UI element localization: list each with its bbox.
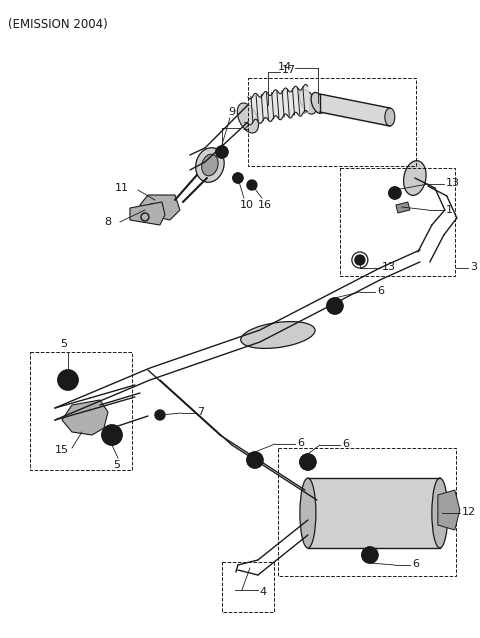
- Text: 12: 12: [462, 507, 476, 517]
- Circle shape: [247, 180, 257, 190]
- Ellipse shape: [300, 90, 316, 114]
- Text: 5: 5: [113, 460, 120, 470]
- Circle shape: [155, 410, 165, 420]
- Text: 14: 14: [278, 62, 292, 72]
- Text: 6: 6: [297, 438, 304, 448]
- Polygon shape: [396, 202, 410, 213]
- Text: 4: 4: [260, 587, 267, 597]
- Text: 7: 7: [197, 407, 204, 417]
- Text: 6: 6: [377, 286, 384, 296]
- Text: 9: 9: [228, 107, 235, 117]
- Circle shape: [102, 425, 122, 445]
- Ellipse shape: [311, 93, 324, 114]
- Polygon shape: [130, 202, 165, 225]
- Ellipse shape: [404, 161, 426, 195]
- Circle shape: [300, 454, 316, 470]
- Bar: [222, 562, 274, 612]
- Text: 5: 5: [60, 339, 67, 349]
- Text: (EMISSION 2004): (EMISSION 2004): [8, 18, 108, 31]
- Text: 13: 13: [446, 178, 460, 188]
- Circle shape: [107, 430, 117, 440]
- Text: 10: 10: [240, 200, 254, 210]
- Ellipse shape: [300, 478, 316, 548]
- Circle shape: [63, 375, 73, 385]
- Polygon shape: [438, 490, 460, 530]
- Text: 13: 13: [382, 262, 396, 272]
- Ellipse shape: [432, 478, 448, 548]
- Bar: [308, 478, 440, 548]
- Ellipse shape: [385, 108, 395, 126]
- Circle shape: [233, 173, 243, 183]
- Text: 3: 3: [470, 262, 477, 272]
- Bar: [30, 352, 132, 470]
- Bar: [278, 448, 456, 576]
- Circle shape: [148, 204, 156, 212]
- Ellipse shape: [237, 103, 259, 133]
- Polygon shape: [140, 195, 180, 220]
- Text: 6: 6: [342, 439, 349, 449]
- Ellipse shape: [202, 154, 218, 176]
- Circle shape: [58, 370, 78, 390]
- Circle shape: [216, 146, 228, 158]
- Bar: [248, 78, 416, 166]
- Circle shape: [355, 255, 365, 265]
- Text: 15: 15: [55, 445, 69, 455]
- Bar: [340, 168, 455, 276]
- Text: 16: 16: [258, 200, 272, 210]
- Circle shape: [389, 187, 401, 199]
- Circle shape: [362, 547, 378, 563]
- Text: 2: 2: [242, 122, 249, 132]
- Text: 6: 6: [412, 559, 419, 569]
- Text: 17: 17: [282, 65, 296, 75]
- Ellipse shape: [196, 148, 224, 182]
- Circle shape: [327, 298, 343, 314]
- Text: 11: 11: [115, 183, 129, 193]
- Ellipse shape: [241, 322, 315, 348]
- Text: 1: 1: [446, 205, 453, 215]
- Text: 8: 8: [104, 217, 111, 227]
- Polygon shape: [62, 400, 108, 435]
- Circle shape: [247, 452, 263, 468]
